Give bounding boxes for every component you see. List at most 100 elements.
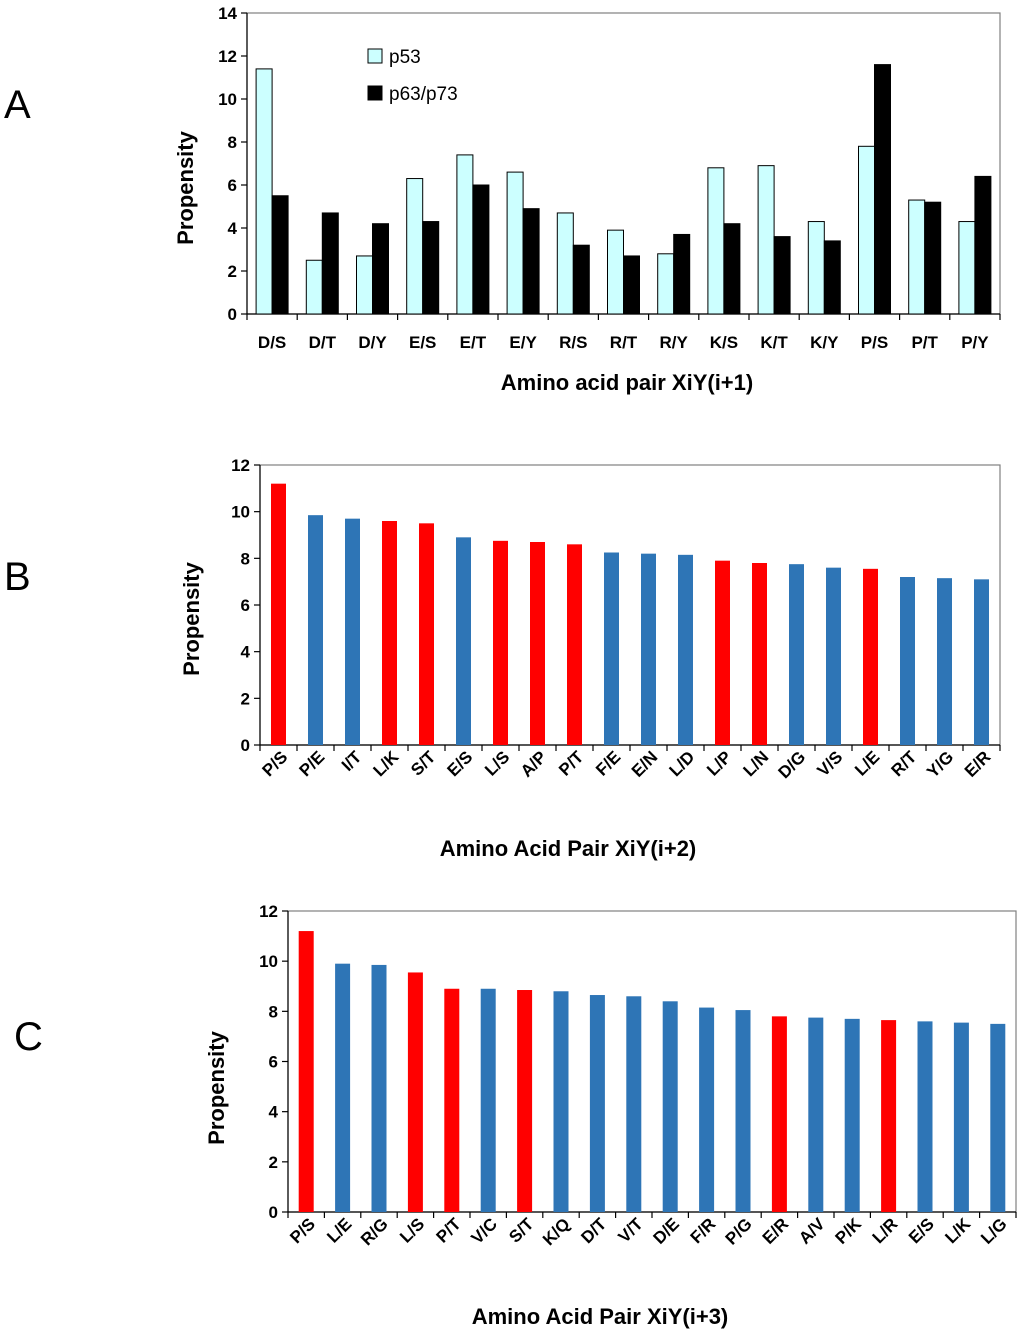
chart-c-x-tick-label: L/G <box>977 1214 1010 1247</box>
chart-b-bar-l-d <box>678 554 693 745</box>
chart-a-bar-p53-r-s <box>556 212 574 315</box>
chart-a-bar-p53-r-t <box>607 229 624 315</box>
chart-b-x-axis-title: Amino Acid Pair XiY(i+2) <box>440 836 697 861</box>
chart-a-bar-p63-p73-d-s <box>271 195 289 315</box>
chart-b-x-tick-label: L/S <box>481 747 513 779</box>
chart-a-bar-p53-r-y <box>657 253 675 315</box>
chart-b-x-tick-label: L/N <box>740 747 773 780</box>
chart-a-x-tick-label: E/Y <box>509 333 537 352</box>
chart-a-bar-p53-d-y <box>356 255 373 315</box>
legend-swatch-p53 <box>367 48 383 64</box>
chart-a-x-tick-label: P/S <box>861 333 888 352</box>
chart-b-bar-e-s <box>456 537 471 745</box>
chart-c-bar-f-r <box>699 1007 715 1212</box>
chart-c-x-axis-title: Amino Acid Pair XiY(i+3) <box>472 1304 729 1329</box>
chart-b-bar-r-t <box>900 577 915 745</box>
chart-b-x-tick-label: D/G <box>775 747 810 782</box>
chart-a-bar-p53-k-y <box>807 221 825 315</box>
chart-b-bars <box>271 483 989 745</box>
chart-a-y-tick-label: 8 <box>228 133 237 152</box>
chart-c-x-tick-label: L/R <box>869 1214 902 1247</box>
chart-b-bar-f-e <box>604 552 619 745</box>
chart-c-bar-l-s <box>407 972 423 1212</box>
chart-c: 0 2 4 6 8 10 12 P/S L/E R/G L/S P/T V/C S/T K/Q D/T V/T D… <box>204 902 1017 1329</box>
chart-a-x-tick-label: E/S <box>409 333 436 352</box>
chart-c-bar-p-g <box>735 1010 751 1212</box>
chart-c-x-tick-label: P/G <box>722 1214 756 1248</box>
chart-b-bar-v-s <box>826 567 841 745</box>
chart-a-x-tick-label: P/T <box>911 333 938 352</box>
chart-b-bar-a-p <box>530 542 545 745</box>
chart-c-bar-p-t <box>444 988 460 1212</box>
chart-a-bar-p63-p73-r-t <box>623 255 640 315</box>
chart-b-x-tick-label: F/E <box>592 747 624 779</box>
chart-a-x-tick-label: E/T <box>460 333 487 352</box>
legend-label-p63p73: p63/p73 <box>389 84 458 105</box>
chart-c-x-tick-label: E/S <box>905 1214 938 1247</box>
chart-c-bar-d-t <box>589 995 605 1212</box>
chart-a-bar-p63-p73-e-t <box>472 184 490 315</box>
chart-a-bar-p63-p73-p-s <box>874 64 891 315</box>
chart-c-x-tick-label: P/K <box>832 1214 866 1248</box>
chart-b-y-tick-label: 6 <box>241 596 250 615</box>
chart-b-x-tick-label: V/S <box>814 747 847 780</box>
chart-a-y-tick-label: 0 <box>228 305 237 324</box>
chart-a-y-tick-label: 12 <box>218 47 237 66</box>
chart-b-bar-y-g <box>937 578 952 745</box>
chart-a-bar-p53-e-s <box>406 178 424 315</box>
chart-b-x-tick-label: E/R <box>961 747 994 780</box>
chart-a-bar-p53-p-y <box>958 221 976 315</box>
chart-a-y-tick-label: 4 <box>228 219 238 238</box>
chart-b-bar-s-t <box>419 523 434 745</box>
chart-b-x-tick-label: P/T <box>555 747 588 780</box>
panel-letter-c: C <box>14 1015 43 1059</box>
chart-c-y-tick-label: 10 <box>259 952 278 971</box>
chart-b-y-tick-label: 8 <box>241 549 250 568</box>
chart-c-plot-frame <box>287 910 1017 1213</box>
chart-c-bar-r-g <box>371 964 387 1212</box>
chart-b-x-tick-label: R/T <box>888 747 921 780</box>
chart-b-y-tick-label: 12 <box>231 456 250 475</box>
chart-a-y-axis-title: Propensity <box>173 130 198 244</box>
chart-c-bar-l-e <box>335 963 351 1212</box>
chart-c-y-tick-label: 8 <box>269 1002 278 1021</box>
chart-c-bar-k-q <box>553 991 569 1212</box>
chart-b-bar-l-p <box>715 560 730 745</box>
chart-a-bar-p63-p73-e-y <box>522 208 540 315</box>
chart-c-bar-s-t <box>517 990 533 1212</box>
chart-a-bar-p63-p73-k-y <box>823 240 841 315</box>
chart-b-bar-p-s <box>271 483 286 745</box>
chart-b-bar-l-k <box>382 521 397 745</box>
chart-c-y-tick-label: 2 <box>269 1153 278 1172</box>
chart-b-x-tick-label: L/D <box>666 747 699 780</box>
chart-c-y-tick-label: 6 <box>269 1053 278 1072</box>
chart-b-x-tick-label: I/T <box>338 747 366 775</box>
chart-b-x-tick-label: P/E <box>296 747 329 780</box>
chart-a-x-tick-label: D/S <box>258 333 286 352</box>
chart-a-bar-p63-p73-e-s <box>422 221 440 315</box>
chart-c-x-tick-label: P/T <box>432 1214 465 1247</box>
chart-c-bar-v-t <box>626 996 642 1212</box>
chart-b-y-tick-label: 4 <box>241 643 251 662</box>
chart-b-x-tick-label: L/K <box>370 747 403 780</box>
chart-a-x-axis-title: Amino acid pair XiY(i+1) <box>501 370 753 395</box>
chart-a-x-tick-label: P/Y <box>961 333 989 352</box>
chart-b-x-tick-label: E/N <box>628 747 661 780</box>
chart-b-plot-frame <box>259 464 1001 746</box>
chart-c-x-tick-label: L/E <box>323 1214 355 1246</box>
chart-a-bar-p63-p73-k-s <box>723 223 741 315</box>
chart-a-bar-p63-p73-k-t <box>773 236 791 315</box>
chart-c-x-tick-label: S/T <box>505 1214 538 1247</box>
chart-c-x-tick-label: L/K <box>941 1214 974 1247</box>
chart-c-x-tick-label: A/V <box>795 1214 829 1248</box>
chart-a-x-tick-label: D/T <box>309 333 337 352</box>
chart-a-x-tick-label: R/T <box>610 333 638 352</box>
legend-swatch-p63p73 <box>367 85 383 101</box>
chart-a-x-tick-label: R/S <box>559 333 587 352</box>
chart-b-x-tick-label: P/S <box>259 747 292 780</box>
chart-a-y-tick-label: 14 <box>218 4 237 23</box>
chart-c-bar-l-k <box>953 1022 969 1212</box>
chart-b-bar-l-e <box>863 568 878 745</box>
chart-c-bar-a-v <box>808 1017 824 1212</box>
